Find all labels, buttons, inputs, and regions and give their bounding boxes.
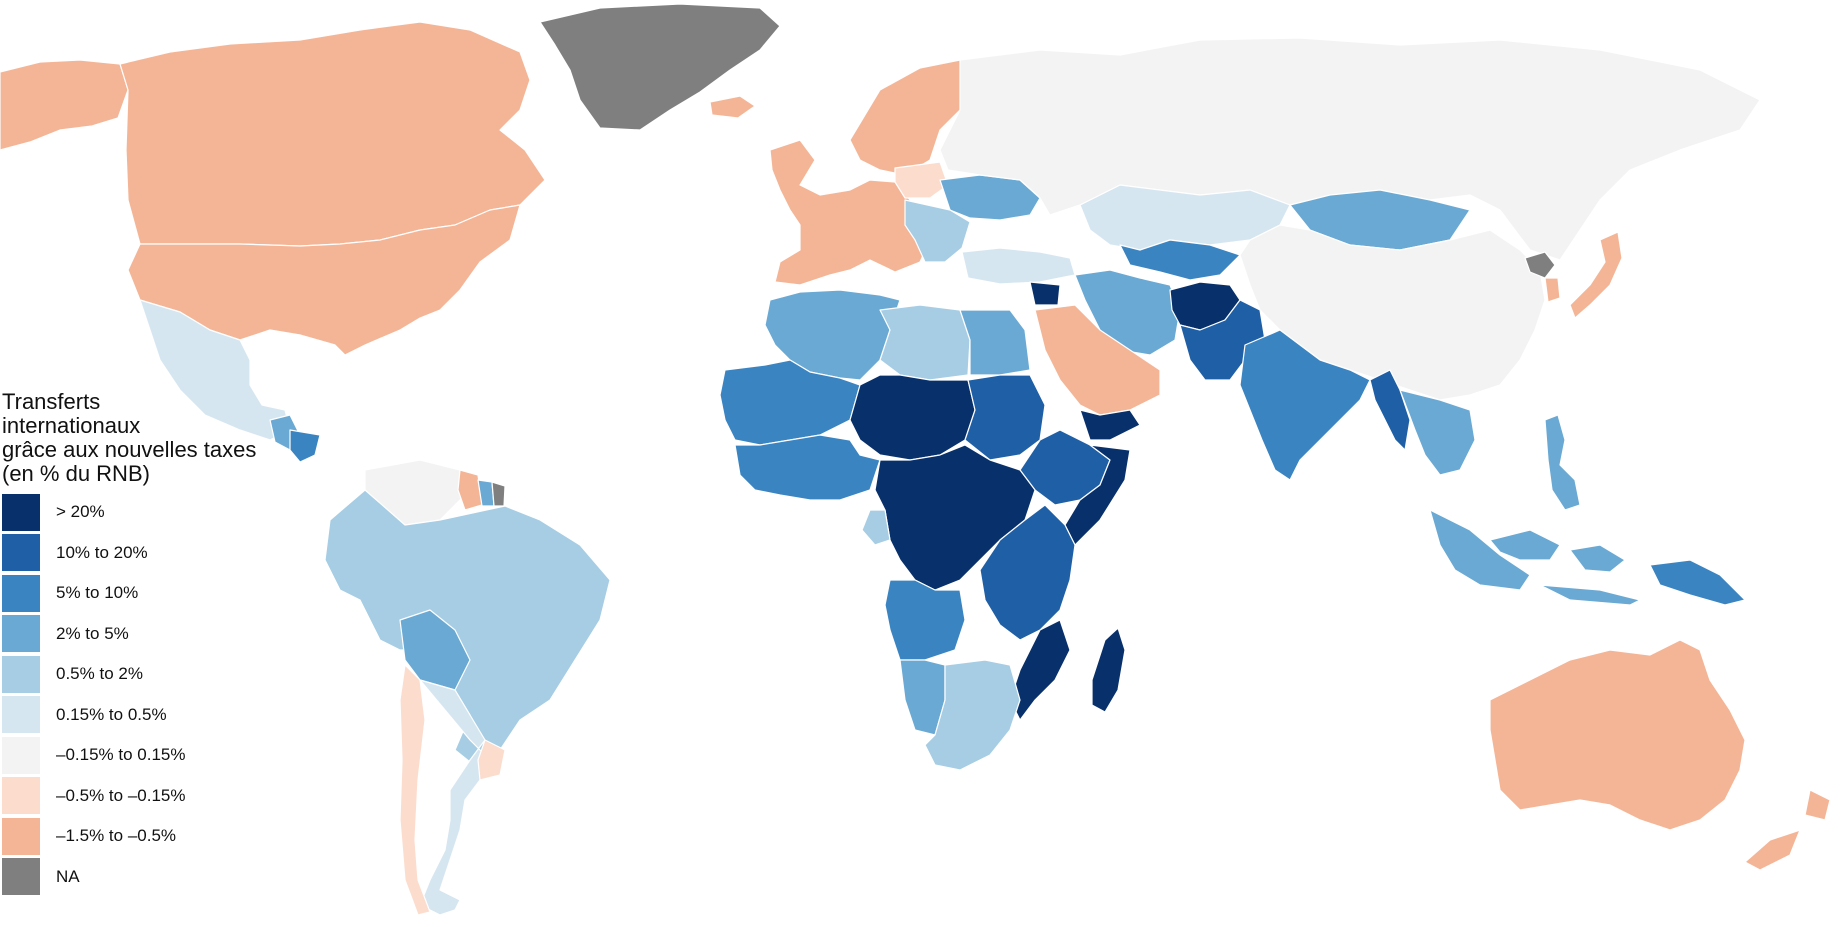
legend-item: 0.15% to 0.5%: [2, 695, 302, 736]
region-russia: [939, 37, 1761, 261]
region-indonesia: [1429, 509, 1641, 606]
legend-swatch: [2, 736, 40, 774]
legend-swatch: [2, 817, 40, 855]
region-north-korea: [1524, 251, 1556, 279]
legend-item: 10% to 20%: [2, 533, 302, 574]
legend-item: –0.5% to –0.15%: [2, 776, 302, 817]
region-french-guiana: [491, 481, 506, 507]
legend-title: Transferts internationaux grâce aux nouv…: [2, 390, 302, 486]
legend-label: > 20%: [56, 502, 105, 522]
region-bolivia: [399, 609, 471, 691]
legend-item: 2% to 5%: [2, 614, 302, 655]
region-philippines: [1544, 414, 1581, 511]
region-central-asia: [1119, 239, 1241, 281]
legend-item: –0.15% to 0.15%: [2, 735, 302, 776]
legend-item: > 20%: [2, 492, 302, 533]
legend-label: 0.15% to 0.5%: [56, 704, 167, 724]
legend-swatch: [2, 696, 40, 734]
legend-swatch: [2, 777, 40, 815]
region-libya: [879, 304, 971, 381]
region-guyana: [457, 469, 483, 511]
region-balkans: [904, 199, 971, 263]
legend-label: –0.5% to –0.15%: [56, 785, 186, 805]
legend-swatch: [2, 615, 40, 653]
region-turkey: [961, 247, 1076, 285]
legend-label: –1.5% to –0.5%: [56, 826, 177, 846]
legend-item: 0.5% to 2%: [2, 654, 302, 695]
legend-label: 2% to 5%: [56, 623, 129, 643]
legend-label: 5% to 10%: [56, 583, 139, 603]
region-uruguay: [477, 739, 506, 781]
legend-swatch: [2, 574, 40, 612]
region-honduras: [289, 429, 321, 463]
region-india: [1239, 329, 1371, 481]
legend-title-line: internationaux: [2, 413, 141, 438]
legend-item: NA: [2, 857, 302, 898]
region-angola: [884, 579, 966, 661]
legend-label: 10% to 20%: [56, 542, 148, 562]
region-argentina: [419, 679, 491, 916]
region-southern-africa: [924, 659, 1021, 771]
region-south-korea: [1544, 277, 1561, 303]
legend-item: –1.5% to –0.5%: [2, 816, 302, 857]
region-indochina: [1399, 389, 1476, 476]
region-greenland: [539, 3, 781, 131]
region-iceland: [709, 95, 756, 119]
region-sahel-west: [719, 359, 861, 446]
map-legend: Transferts internationaux grâce aux nouv…: [2, 390, 302, 897]
region-canada: [119, 21, 546, 247]
region-egypt: [959, 309, 1031, 376]
region-japan: [1569, 231, 1623, 319]
region-east-africa: [979, 504, 1076, 641]
region-yemen: [1079, 409, 1141, 441]
region-australia: [1489, 639, 1746, 831]
legend-label: 0.5% to 2%: [56, 664, 143, 684]
legend-swatch: [2, 858, 40, 896]
region-mozambique: [1009, 619, 1071, 721]
region-papua-new-guinea: [1649, 559, 1746, 606]
region-gulf-of-guinea: [734, 434, 881, 501]
legend-title-line: grâce aux nouvelles taxes: [2, 437, 257, 462]
region-north-africa: [764, 289, 901, 381]
legend-label: –0.15% to 0.15%: [56, 745, 186, 765]
region-sahel-central: [849, 374, 976, 461]
region-sudan: [964, 374, 1046, 461]
legend-swatch: [2, 493, 40, 531]
region-saudi-arabia: [1034, 304, 1161, 416]
region-iran: [1074, 269, 1181, 356]
region-new-zealand: [1744, 789, 1831, 871]
region-gabon: [861, 509, 891, 546]
legend-title-line: (en % du RNB): [2, 461, 150, 486]
region-alaska: [0, 59, 129, 151]
legend-swatch: [2, 655, 40, 693]
legend-item: 5% to 10%: [2, 573, 302, 614]
region-scandinavia: [849, 59, 976, 176]
region-chile: [399, 664, 431, 916]
legend-swatch: [2, 534, 40, 572]
region-poland: [894, 161, 949, 199]
legend-label: NA: [56, 866, 80, 886]
region-western-europe: [769, 139, 931, 286]
region-syria: [1029, 281, 1061, 306]
legend-title-line: Transferts: [2, 389, 101, 414]
region-madagascar: [1091, 627, 1126, 713]
